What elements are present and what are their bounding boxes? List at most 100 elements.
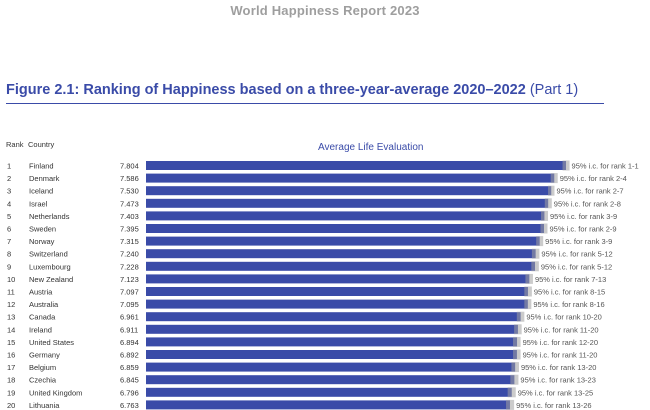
ci-band — [513, 336, 521, 347]
rank-label: 11 — [7, 288, 15, 297]
ci-band — [524, 299, 532, 310]
ci-label: 95% i.c. for rank 11-20 — [523, 351, 598, 360]
bar — [146, 198, 549, 208]
ci-band — [562, 160, 570, 171]
rank-label: 7 — [7, 237, 11, 246]
rank-label: 12 — [7, 300, 15, 309]
bar — [146, 362, 516, 372]
country-label: Lithuania — [29, 401, 60, 410]
bar — [146, 287, 528, 296]
ci-label: 95% i.c. for rank 1-1 — [572, 162, 639, 171]
ci-label: 95% i.c. for rank 10-20 — [526, 313, 601, 322]
value-label: 6.859 — [120, 363, 139, 372]
value-label: 7.586 — [120, 174, 139, 183]
ci-label: 95% i.c. for rank 3-9 — [545, 237, 612, 246]
bar — [146, 312, 521, 322]
ci-band — [506, 399, 515, 410]
country-label: Australia — [29, 300, 59, 309]
rank-label: 9 — [7, 262, 11, 271]
value-label: 7.123 — [120, 275, 139, 284]
ci-band — [536, 236, 544, 247]
ci-band — [516, 311, 525, 322]
rank-label: 4 — [7, 199, 11, 208]
bar — [146, 299, 528, 309]
rank-label: 18 — [7, 376, 15, 385]
country-label: United States — [29, 338, 74, 347]
ci-band — [510, 374, 519, 385]
bar — [146, 324, 518, 334]
country-label: Germany — [29, 351, 60, 360]
bar — [146, 387, 512, 397]
rank-label: 20 — [7, 401, 15, 410]
value-label: 7.473 — [120, 199, 139, 208]
ci-band — [511, 362, 519, 373]
bar — [146, 261, 536, 271]
rank-label: 13 — [7, 313, 15, 322]
value-label: 7.530 — [120, 187, 139, 196]
value-label: 6.911 — [120, 325, 138, 334]
country-label: Canada — [29, 313, 56, 322]
ci-band — [531, 261, 539, 272]
bar — [146, 337, 518, 347]
country-label: Austria — [29, 288, 53, 297]
ci-band — [544, 198, 552, 209]
ci-label: 95% i.c. for rank 2-7 — [556, 187, 623, 196]
rank-label: 10 — [7, 275, 15, 284]
ci-label: 95% i.c. for rank 13-23 — [520, 376, 595, 385]
ci-label: 95% i.c. for rank 2-8 — [554, 199, 621, 208]
country-label: Czechia — [29, 376, 57, 385]
rank-label: 17 — [7, 363, 15, 372]
country-label: Switzerland — [29, 250, 68, 259]
rank-label: 16 — [7, 351, 15, 360]
ci-label: 95% i.c. for rank 13-25 — [518, 388, 593, 397]
bar — [146, 249, 536, 259]
ci-band — [531, 248, 540, 259]
rank-label: 14 — [7, 325, 15, 334]
figure-title: Figure 2.1: Ranking of Happiness based o… — [6, 82, 578, 98]
country-label: Finland — [29, 162, 54, 171]
country-column-header: Country — [28, 140, 55, 149]
bar — [146, 173, 555, 183]
ci-label: 95% i.c. for rank 13-26 — [516, 401, 591, 410]
rank-label: 2 — [7, 174, 11, 183]
figure-title-main: Figure 2.1: Ranking of Happiness based o… — [6, 82, 526, 98]
value-label: 6.763 — [120, 401, 139, 410]
value-label: 6.894 — [120, 338, 139, 347]
ci-band — [540, 223, 548, 234]
ci-label: 95% i.c. for rank 8-15 — [534, 288, 605, 297]
bar — [146, 400, 510, 410]
chart-title: Average Life Evaluation — [318, 142, 424, 153]
bar — [146, 211, 545, 221]
rank-label: 8 — [7, 250, 11, 259]
rank-label: 15 — [7, 338, 15, 347]
ci-label: 95% i.c. for rank 8-16 — [533, 300, 604, 309]
ci-band — [514, 324, 522, 335]
value-label: 7.403 — [120, 212, 139, 221]
value-label: 7.240 — [120, 250, 139, 259]
country-label: Sweden — [29, 225, 56, 234]
value-label: 7.228 — [120, 262, 139, 271]
rank-label: 1 — [7, 162, 11, 171]
ci-band — [541, 210, 549, 221]
value-label: 6.796 — [120, 388, 139, 397]
value-label: 7.095 — [120, 300, 139, 309]
bar — [146, 186, 552, 196]
bar — [146, 274, 530, 284]
ci-band — [550, 173, 558, 184]
ci-band — [513, 349, 521, 360]
value-label: 6.845 — [120, 376, 139, 385]
country-label: New Zealand — [29, 275, 73, 284]
bar — [146, 375, 515, 385]
country-label: Denmark — [29, 174, 60, 183]
value-label: 7.315 — [120, 237, 139, 246]
ci-band — [548, 185, 555, 196]
rank-label: 19 — [7, 388, 15, 397]
value-label: 7.097 — [120, 288, 139, 297]
country-label: Ireland — [29, 325, 52, 334]
country-label: Norway — [29, 237, 55, 246]
figure-title-part: (Part 1) — [529, 82, 579, 98]
bar — [146, 236, 540, 246]
ci-label: 95% i.c. for rank 3-9 — [550, 212, 617, 221]
ci-label: 95% i.c. for rank 13-20 — [521, 363, 596, 372]
